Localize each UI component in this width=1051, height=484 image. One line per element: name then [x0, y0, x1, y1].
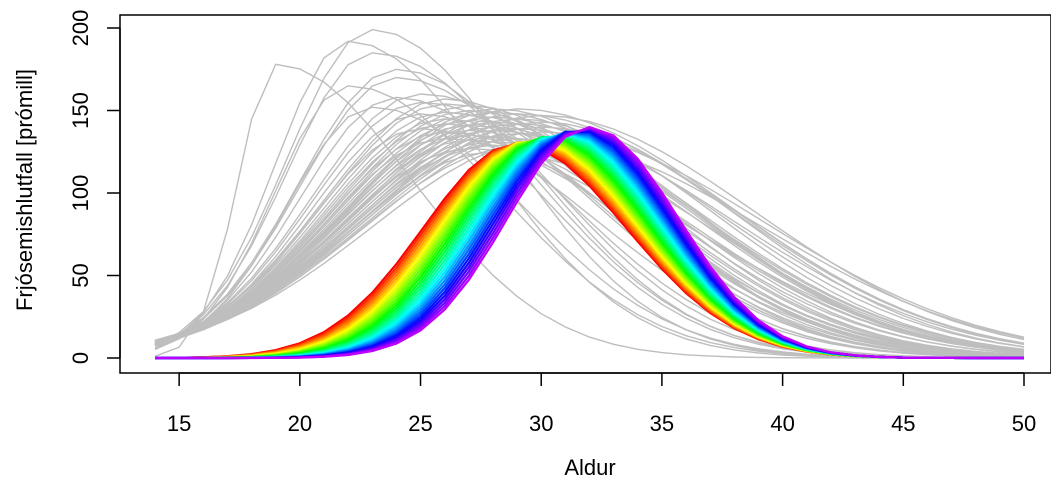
gray-line-series: [154, 127, 1025, 359]
x-tick-label: 50: [1012, 411, 1036, 436]
rainbow-line-series: [155, 125, 1024, 360]
x-tick-label: 25: [408, 411, 432, 436]
y-tick-label: 150: [68, 92, 93, 129]
x-tick-label: 15: [167, 411, 191, 436]
y-axis: 0 50 100 150 200: [68, 10, 121, 364]
x-tick-label: 35: [650, 411, 674, 436]
gray-line-series: [154, 113, 1025, 359]
x-tick-label: 40: [770, 411, 794, 436]
y-tick-label: 100: [68, 175, 93, 212]
y-tick-label: 200: [68, 10, 93, 47]
x-axis-label: Aldur: [564, 455, 615, 480]
gray-line-series: [154, 76, 1025, 359]
y-axis-label: Frjósemishlutfall [prómill]: [12, 69, 37, 311]
x-tick-label: 30: [529, 411, 553, 436]
x-tick-label: 45: [891, 411, 915, 436]
x-tick-label: 20: [288, 411, 312, 436]
x-axis: 15 20 25 30 35 40 45 50: [167, 372, 1036, 436]
y-tick-label: 0: [68, 352, 93, 364]
rainbow-line-series-group: [154, 125, 1024, 360]
y-tick-label: 50: [68, 263, 93, 287]
